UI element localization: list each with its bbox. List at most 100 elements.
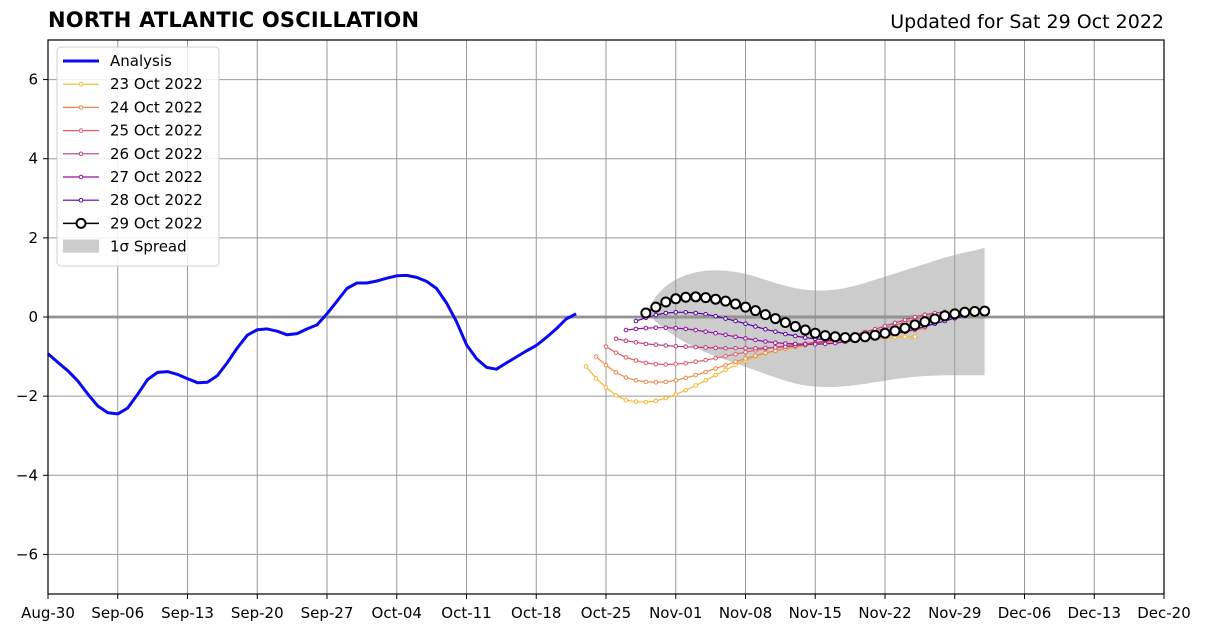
legend-marker xyxy=(78,105,84,110)
series-point xyxy=(703,311,708,317)
series-point xyxy=(723,332,728,338)
series-point xyxy=(922,312,928,317)
analysis-line xyxy=(47,273,577,416)
series-point xyxy=(643,399,649,405)
series-point xyxy=(693,372,698,378)
series-point xyxy=(773,345,778,350)
series-point xyxy=(673,343,679,349)
x-tick-label: Oct-11 xyxy=(441,604,491,622)
series-point xyxy=(929,313,941,325)
series-point xyxy=(623,397,629,403)
series-point xyxy=(763,326,768,332)
y-tick-label: 4 xyxy=(28,150,38,168)
series-point xyxy=(593,376,599,381)
x-tick-label: Dec-20 xyxy=(1137,604,1191,622)
series-point xyxy=(753,337,758,343)
series-point xyxy=(700,292,712,304)
series-point xyxy=(799,324,811,336)
series-point xyxy=(753,353,758,359)
series-point xyxy=(623,375,629,380)
x-tick-label: Nov-29 xyxy=(928,604,981,622)
series-point xyxy=(723,345,728,351)
x-tick-label: Nov-15 xyxy=(789,604,842,622)
series-point xyxy=(613,336,619,342)
x-tick-label: Aug-30 xyxy=(21,604,75,622)
series-point xyxy=(859,331,871,343)
x-tick-label: Nov-22 xyxy=(858,604,911,622)
series-point xyxy=(769,313,781,325)
series-point xyxy=(879,327,891,339)
series-point xyxy=(743,345,748,351)
series-point xyxy=(793,333,798,339)
series-point xyxy=(912,314,918,320)
legend-label: Analysis xyxy=(110,52,172,70)
series-point xyxy=(613,370,619,375)
series-point xyxy=(783,331,788,337)
series-point xyxy=(713,345,718,351)
series-point xyxy=(793,341,798,347)
series-point xyxy=(663,343,669,348)
series-point xyxy=(613,393,619,398)
y-tick-label: −6 xyxy=(16,545,38,563)
legend-item: 26 Oct 2022 xyxy=(63,145,203,163)
series-point xyxy=(730,298,742,310)
legend-label: 24 Oct 2022 xyxy=(110,98,203,116)
series-point xyxy=(909,319,921,331)
series-point xyxy=(623,355,629,360)
series-point xyxy=(633,326,639,332)
series-point xyxy=(663,395,669,401)
series-point xyxy=(713,366,718,371)
legend-label: 25 Oct 2022 xyxy=(110,122,203,140)
legend-marker xyxy=(75,217,87,229)
series-point xyxy=(653,398,659,404)
series-point xyxy=(753,324,758,329)
x-tick-label: Dec-06 xyxy=(998,604,1052,622)
x-axis: Aug-30 Sep-06 Sep-13 Sep-20 Sep-27 Oct-04 Oct-… xyxy=(21,594,1191,622)
series-point xyxy=(743,349,748,355)
series-point xyxy=(802,335,808,340)
series-point xyxy=(653,312,659,318)
series-point xyxy=(829,331,841,343)
series-point xyxy=(733,345,738,351)
series-point xyxy=(763,345,768,351)
series-point xyxy=(680,291,692,303)
legend-marker xyxy=(78,128,84,133)
legend-item: 25 Oct 2022 xyxy=(63,122,203,140)
series-point xyxy=(643,341,649,347)
series-point xyxy=(663,362,669,367)
legend-label: 27 Oct 2022 xyxy=(110,168,203,186)
series-line xyxy=(635,311,965,341)
series-point xyxy=(693,310,698,316)
series-point xyxy=(723,316,728,321)
y-tick-label: 2 xyxy=(28,229,38,247)
series-point xyxy=(663,310,669,316)
x-tick-label: Sep-27 xyxy=(301,604,354,622)
series-point xyxy=(902,334,908,340)
series-point xyxy=(839,332,851,344)
series-point xyxy=(673,325,679,331)
series-point xyxy=(683,375,689,381)
series-point xyxy=(670,293,682,305)
series-point xyxy=(683,309,689,315)
series-point xyxy=(759,309,771,321)
series-point xyxy=(663,379,669,385)
series-point xyxy=(733,334,738,340)
series-point xyxy=(789,320,801,332)
series-point xyxy=(623,338,629,344)
series-point xyxy=(623,327,629,333)
series-point xyxy=(633,399,639,404)
series-point xyxy=(673,378,679,383)
y-tick-label: 6 xyxy=(28,71,38,89)
series-point xyxy=(779,317,791,329)
legend-item: 23 Oct 2022 xyxy=(63,75,203,93)
legend-item: 1σ Spread xyxy=(63,238,187,256)
series-point xyxy=(753,345,758,351)
series-point xyxy=(979,305,991,317)
legend-marker xyxy=(78,151,84,157)
legend-marker xyxy=(78,81,84,87)
series-point xyxy=(822,341,828,347)
series-point xyxy=(733,318,738,324)
series-point xyxy=(683,344,689,349)
series-point xyxy=(723,362,728,368)
series-point xyxy=(693,383,698,388)
